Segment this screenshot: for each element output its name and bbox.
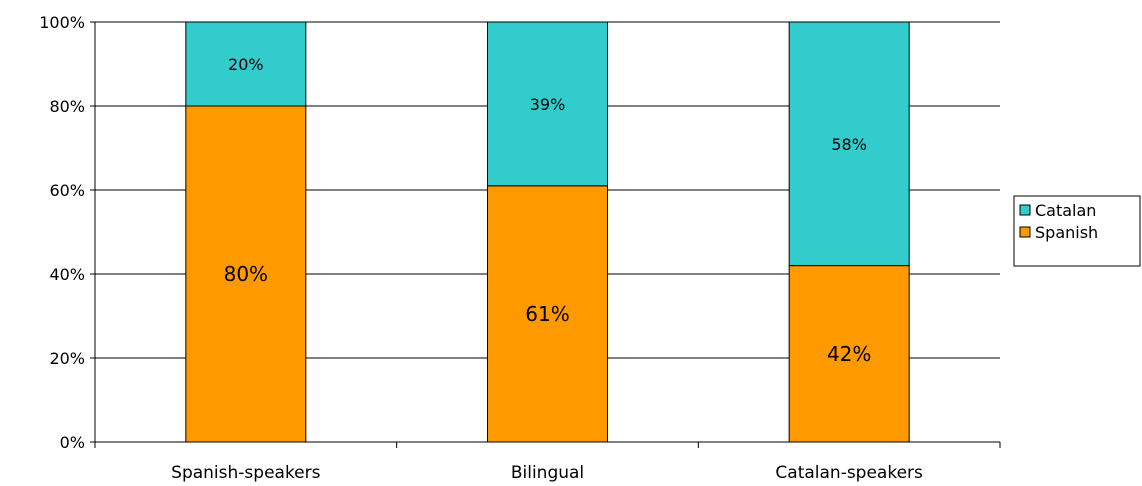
y-tick-label: 80% xyxy=(49,97,85,116)
x-category-label: Catalan-speakers xyxy=(775,463,923,483)
bar-spanish xyxy=(788,265,910,443)
bar-catalan xyxy=(487,21,608,187)
bar-spanish xyxy=(185,105,307,443)
data-label-catalan: 39% xyxy=(530,95,566,114)
legend-box xyxy=(1013,195,1141,267)
x-category-label: Bilingual xyxy=(511,463,584,483)
bar-catalan xyxy=(788,21,910,267)
y-tick-label: 20% xyxy=(49,349,85,368)
legend-label: Spanish xyxy=(1035,223,1098,242)
data-label-catalan: 58% xyxy=(831,135,867,154)
x-category-label: Spanish-speakers xyxy=(171,463,320,483)
bar-spanish xyxy=(487,185,608,443)
y-tick-label: 60% xyxy=(49,181,85,200)
data-label-spanish: 61% xyxy=(525,302,569,326)
legend-swatch-spanish xyxy=(1019,226,1031,238)
data-label-catalan: 20% xyxy=(228,55,264,74)
y-tick-label: 100% xyxy=(39,13,85,32)
y-tick-label: 40% xyxy=(49,265,85,284)
legend-swatch-catalan xyxy=(1019,204,1031,216)
data-label-spanish: 80% xyxy=(224,262,268,286)
bar-catalan xyxy=(185,21,307,107)
y-tick-label: 0% xyxy=(60,433,85,452)
legend-label: Catalan xyxy=(1035,201,1096,220)
data-label-spanish: 42% xyxy=(827,342,871,366)
